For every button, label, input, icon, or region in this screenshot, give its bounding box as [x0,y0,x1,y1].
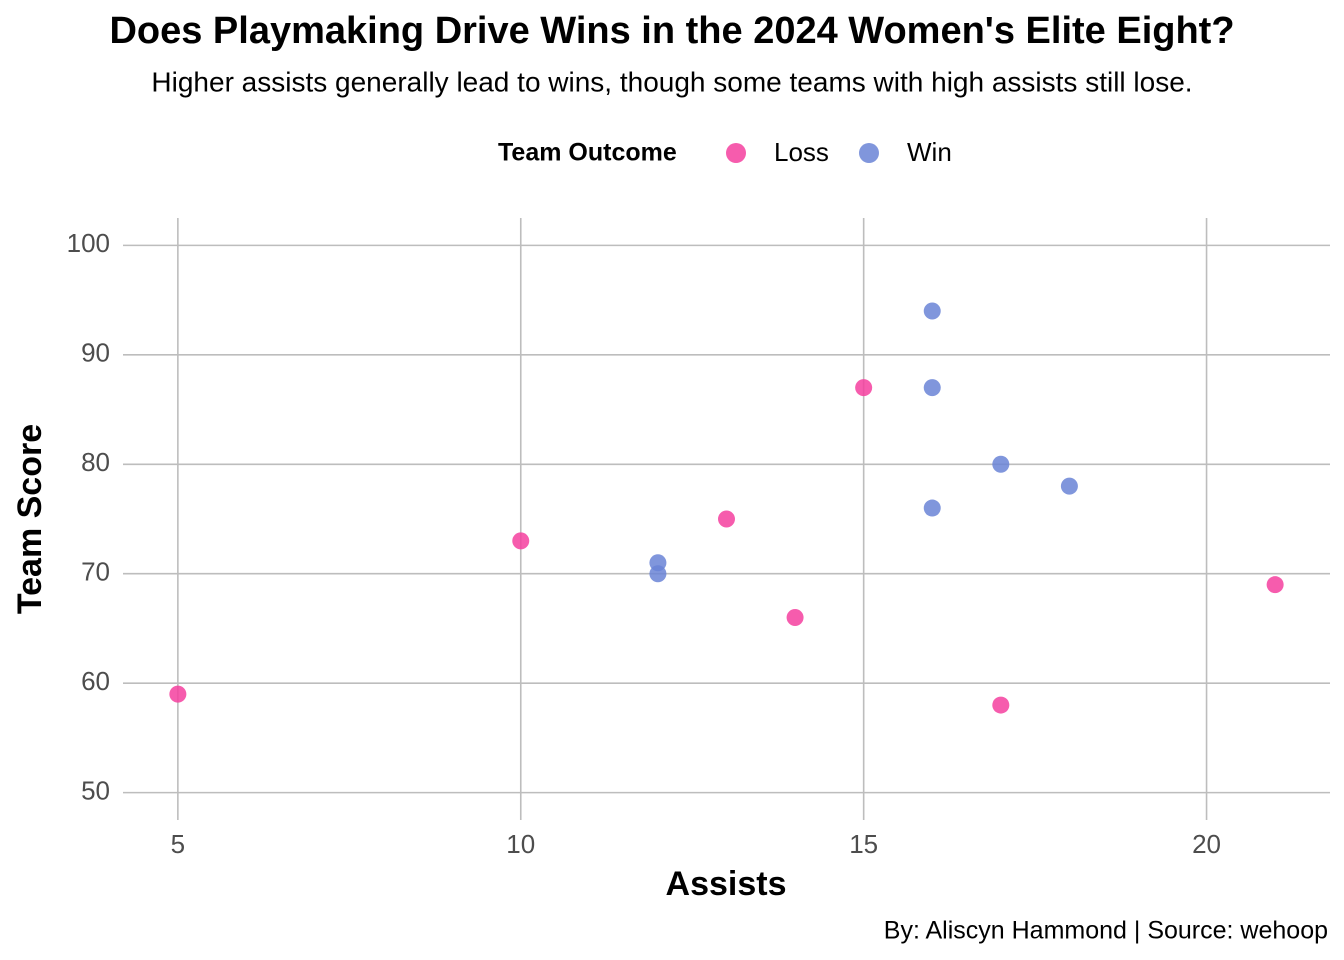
point [923,302,941,320]
legend-swatch [859,143,879,163]
y-tick-label: 80 [81,447,110,477]
y-axis-title: Team Score [11,424,49,614]
x-axis-title: Assists [666,865,787,903]
y-tick-label: 60 [81,666,110,696]
point [649,565,667,583]
point [923,379,941,397]
point [786,609,804,627]
y-tick-label: 100 [67,228,110,258]
legend-label: Loss [774,137,829,167]
point [992,696,1010,714]
y-tick-label: 70 [81,557,110,587]
x-tick-label: 15 [849,829,878,859]
x-tick-label: 10 [506,829,535,859]
point [992,455,1010,473]
x-tick-label: 5 [171,829,185,859]
legend-label: Win [907,137,952,167]
caption: By: Aliscyn Hammond | Source: wehoop [884,917,1328,945]
chart-subtitle: Higher assists generally lead to wins, t… [151,66,1192,97]
legend-title: Team Outcome [498,139,677,167]
y-tick-label: 90 [81,338,110,368]
x-tick-label: 20 [1192,829,1221,859]
point [169,685,187,703]
legend-swatch [726,143,746,163]
point [512,532,530,550]
point [718,510,735,528]
point [1060,477,1078,495]
point [923,499,941,517]
point [1266,576,1284,594]
chart-title: Does Playmaking Drive Wins in the 2024 W… [109,10,1234,52]
y-tick-label: 50 [81,776,110,806]
point [855,379,873,397]
